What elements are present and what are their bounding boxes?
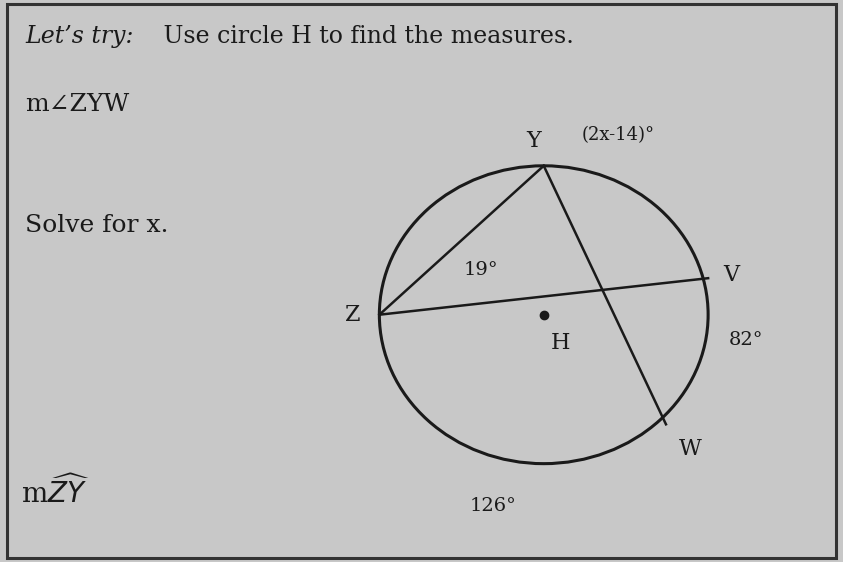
Text: W: W	[679, 438, 701, 460]
Text: Solve for x.: Solve for x.	[25, 214, 169, 237]
Text: Y: Y	[526, 130, 541, 152]
Text: 19°: 19°	[463, 261, 498, 279]
Text: H: H	[550, 332, 570, 353]
Text: Use circle H to find the measures.: Use circle H to find the measures.	[156, 25, 574, 48]
Text: V: V	[723, 264, 739, 287]
Text: 126°: 126°	[470, 497, 517, 515]
Text: (2x-14)°: (2x-14)°	[582, 126, 655, 144]
Text: m∠ZYW: m∠ZYW	[25, 93, 130, 116]
Text: m$\widehat{ZY}$: m$\widehat{ZY}$	[21, 475, 90, 509]
Text: Let’s try:: Let’s try:	[25, 25, 134, 48]
Text: Z: Z	[346, 303, 361, 326]
Text: 82°: 82°	[729, 331, 764, 349]
